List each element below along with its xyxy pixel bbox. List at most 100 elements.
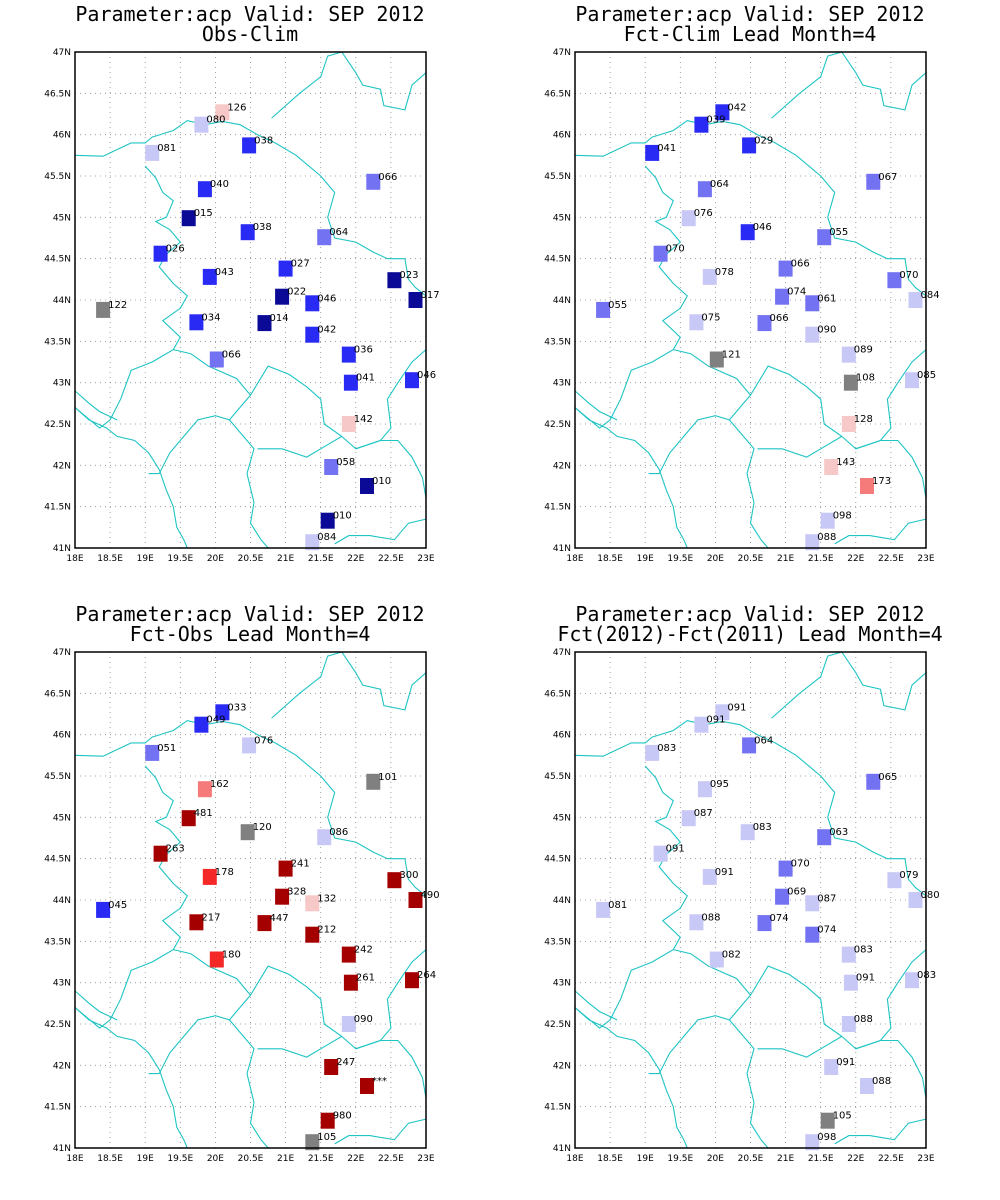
gridlines xyxy=(575,652,926,1148)
map-frame xyxy=(74,51,427,549)
country-border xyxy=(574,390,618,421)
lon-tick-label: 23E xyxy=(917,1154,934,1164)
station-value-label: 033 xyxy=(227,702,246,713)
station-value-label: 041 xyxy=(657,143,676,154)
country-border xyxy=(271,51,427,119)
country-border xyxy=(355,439,427,499)
station-value-label: 070 xyxy=(791,859,810,870)
lat-tick-label: 41.5N xyxy=(544,1103,571,1113)
station-value-label: 014 xyxy=(270,313,289,324)
station-marker xyxy=(681,810,696,827)
station-value-label: 101 xyxy=(378,772,397,783)
axis-tick-labels: 18E 18.5E 19E 19.5E 20E 20.5E 21E 21.5E 22E 22.5E… xyxy=(544,48,935,564)
station-marker xyxy=(715,104,730,121)
country-border xyxy=(228,419,269,549)
station-marker xyxy=(194,716,209,733)
panel-title-2: Obs-Clim xyxy=(202,22,298,46)
station-marker xyxy=(145,744,160,761)
station-value-label: 061 xyxy=(817,293,836,304)
station-marker xyxy=(240,224,255,241)
lon-tick-label: 23E xyxy=(417,1154,434,1164)
station-value-label: 065 xyxy=(878,772,897,783)
map-panel-fct-diff: Parameter:acp Valid: SEP 2012 Fct(2012)-… xyxy=(500,600,1000,1200)
country-border xyxy=(334,1118,427,1145)
station-marker xyxy=(181,210,196,227)
lon-tick-label: 19E xyxy=(637,1154,654,1164)
lat-tick-label: 41N xyxy=(553,1144,571,1154)
station-value-label: 063 xyxy=(829,827,848,838)
lon-tick-label: 22E xyxy=(847,1154,864,1164)
station-marker xyxy=(202,268,217,285)
lat-tick-label: 41.5N xyxy=(44,1103,71,1113)
station-marker xyxy=(805,926,820,943)
station-marker xyxy=(820,512,835,529)
station-marker xyxy=(596,301,611,318)
lon-tick-label: 19E xyxy=(637,554,654,564)
station-marker xyxy=(887,872,902,889)
panel-title-1: Parameter:acp Valid: SEP 2012 xyxy=(75,602,424,626)
country-border xyxy=(355,1039,427,1099)
station-marker xyxy=(653,245,668,262)
station-marker xyxy=(908,292,923,308)
station-marker xyxy=(860,478,874,494)
panel-title-1: Parameter:acp Valid: SEP 2012 xyxy=(75,2,424,26)
lat-tick-label: 46.5N xyxy=(544,689,571,699)
lat-tick-label: 47N xyxy=(553,48,571,58)
station-marker xyxy=(805,326,820,343)
lat-tick-label: 45N xyxy=(53,213,71,223)
lon-tick-label: 18.5E xyxy=(597,1154,623,1164)
lon-tick-label: 18.5E xyxy=(97,554,123,564)
station-marker xyxy=(366,173,381,190)
station-value-label: 015 xyxy=(194,208,213,219)
station-marker xyxy=(324,1059,339,1075)
lat-tick-label: 43.5N xyxy=(544,337,571,347)
panel-title-1: Parameter:acp Valid: SEP 2012 xyxy=(575,2,924,26)
station-value-label: 088 xyxy=(817,532,836,543)
station-value-label: 081 xyxy=(608,900,627,911)
station-marker xyxy=(596,901,611,918)
station-value-label: 058 xyxy=(336,457,355,468)
lat-tick-label: 41N xyxy=(53,1144,71,1154)
country-borders xyxy=(574,651,927,1149)
station-value-label: 084 xyxy=(317,532,336,543)
station-value-label: 084 xyxy=(921,290,940,301)
station-marker xyxy=(805,895,820,912)
lat-tick-label: 43N xyxy=(553,979,571,989)
station-value-label: 070 xyxy=(899,270,918,281)
station-value-label: 023 xyxy=(399,270,418,281)
station-value-label: 120 xyxy=(253,822,272,833)
station-value-label: 328 xyxy=(287,887,306,898)
station-value-label: 070 xyxy=(666,244,685,255)
station-marker xyxy=(278,260,293,277)
station-marker xyxy=(275,288,290,305)
country-border xyxy=(757,1035,843,1058)
station-value-label: 027 xyxy=(291,259,310,270)
map-frame xyxy=(574,651,927,1149)
country-border xyxy=(834,1118,927,1145)
map-svg: Parameter:acp Valid: SEP 2012 Obs-Clim 1… xyxy=(44,2,440,564)
station-marker xyxy=(757,315,772,332)
station-value-label: 036 xyxy=(354,345,373,356)
country-border xyxy=(74,120,427,297)
station-marker xyxy=(96,901,111,918)
station-marker xyxy=(820,1112,835,1129)
lat-tick-label: 45N xyxy=(553,213,571,223)
station-value-label: 108 xyxy=(856,373,875,384)
lon-tick-label: 18.5E xyxy=(97,1154,123,1164)
station-value-label: 091 xyxy=(715,867,734,878)
station-value-label: 142 xyxy=(354,414,373,425)
station-marker xyxy=(320,512,335,529)
lat-tick-label: 45N xyxy=(553,813,571,823)
station-marker xyxy=(320,1112,335,1129)
station-value-label: 034 xyxy=(201,312,220,323)
panel-title-1: Parameter:acp Valid: SEP 2012 xyxy=(575,602,924,626)
country-border xyxy=(228,1019,269,1149)
station-value-label: 074 xyxy=(770,913,789,924)
lat-tick-label: 46N xyxy=(53,131,71,141)
station-marker xyxy=(153,245,168,262)
station-marker xyxy=(887,272,902,289)
station-value-label: 980 xyxy=(333,1111,352,1122)
station-value-label: 087 xyxy=(694,808,713,819)
station-marker xyxy=(709,951,724,968)
